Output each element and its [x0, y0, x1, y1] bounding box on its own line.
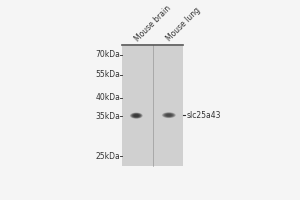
Ellipse shape: [163, 113, 175, 118]
Text: 55kDa: 55kDa: [95, 70, 120, 79]
Ellipse shape: [130, 113, 143, 119]
Text: Mouse lung: Mouse lung: [164, 6, 202, 43]
Ellipse shape: [168, 115, 170, 116]
Bar: [122, 46, 183, 166]
Ellipse shape: [131, 113, 141, 118]
Ellipse shape: [136, 115, 137, 116]
Ellipse shape: [134, 114, 139, 117]
Ellipse shape: [132, 114, 140, 118]
Text: Mouse brain: Mouse brain: [133, 4, 172, 43]
Ellipse shape: [166, 114, 172, 116]
Ellipse shape: [167, 114, 171, 116]
Text: 35kDa: 35kDa: [95, 112, 120, 121]
Ellipse shape: [164, 113, 174, 117]
Text: slc25a43: slc25a43: [186, 111, 221, 120]
Ellipse shape: [165, 114, 172, 117]
Text: 40kDa: 40kDa: [95, 93, 120, 102]
Ellipse shape: [133, 114, 140, 117]
Ellipse shape: [131, 113, 142, 118]
Text: 70kDa: 70kDa: [95, 50, 120, 59]
Text: 25kDa: 25kDa: [95, 152, 120, 161]
Ellipse shape: [162, 112, 176, 118]
Ellipse shape: [134, 115, 139, 117]
Ellipse shape: [135, 115, 138, 116]
Ellipse shape: [164, 113, 173, 117]
Ellipse shape: [167, 114, 171, 116]
